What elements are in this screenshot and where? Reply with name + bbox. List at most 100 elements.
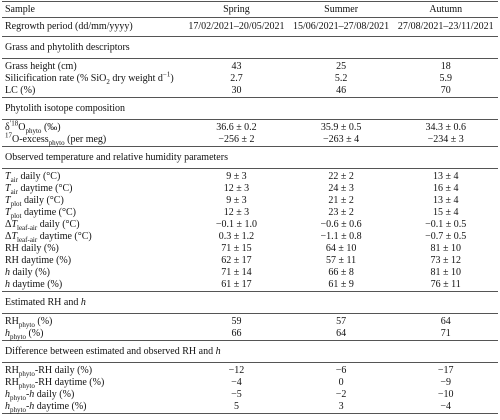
cell-value: −0.1 ± 0.5 (425, 219, 467, 230)
section-title: Difference between estimated and observe… (2, 340, 498, 363)
cell-value: 0.3 ± 1.2 (218, 231, 255, 242)
row-label: δ′18Ophyto (‰) (2, 120, 184, 135)
cell-value: 13 ± 4 (432, 171, 459, 182)
cell-value: 13 ± 4 (432, 195, 459, 206)
text-run: daytime (°C) (17, 183, 73, 194)
data-row: Silicification rate (% SiO2 dry weight d… (2, 70, 498, 86)
superscript: −1 (162, 70, 171, 79)
text-run: Δ (5, 231, 12, 242)
subscript: 2 (106, 78, 110, 86)
row-label: LC (%) (2, 85, 184, 98)
row-label: RHphyto-RH daytime (%) (2, 377, 184, 390)
italic-symbol: T (5, 207, 11, 218)
cell-value: 18 (440, 61, 451, 72)
subscript: phyto (25, 127, 42, 135)
data-row: RH daily (%) 71 ± 15 64 ± 10 81 ± 10 (2, 243, 498, 255)
data-row: RH daytime (%) 62 ± 17 57 ± 11 73 ± 12 (2, 255, 498, 267)
row-label: hphyto (%) (2, 328, 184, 341)
text-run: (%) (34, 316, 53, 327)
data-row: Regrowth period (dd/mm/yyyy) 17/02/2021–2… (2, 18, 498, 37)
text-run: RH daytime (%) (5, 255, 72, 266)
row-label: h daytime (%) (2, 279, 184, 292)
column-header: Autumn (429, 3, 463, 15)
row-label: ΔTleaf-air daily (°C) (2, 219, 184, 232)
data-row: RHphyto-RH daytime (%) −4 0 −9 (2, 377, 498, 390)
section-row: Difference between estimated and observe… (2, 340, 498, 363)
italic-symbol: T (11, 231, 17, 242)
cell-value: 64 (336, 328, 347, 339)
superscript: 17 (5, 131, 12, 140)
text-run: RH (5, 365, 19, 376)
text-run: daily (%) (10, 267, 51, 278)
text-run: daily (%) (34, 389, 75, 400)
text-run: daytime (°C) (37, 231, 92, 242)
text-run: dry weight d (109, 73, 163, 84)
cell-value: 17/02/2021–20/05/2021 (188, 21, 285, 32)
section-row: Grass and phytolith descriptors (2, 36, 498, 59)
text-run: LC (%) (5, 85, 36, 96)
subscript: leaf-air (17, 224, 38, 232)
cell-value: −1.1 ± 0.8 (320, 231, 362, 242)
italic-symbol: h (5, 389, 10, 400)
cell-value: 9 ± 3 (226, 195, 247, 206)
cell-value: −5 (231, 389, 242, 400)
cell-value: 70 (440, 85, 451, 96)
row-label: hphyto-h daytime (%) (2, 401, 184, 414)
subscript: phyto (10, 406, 26, 414)
cell-value: 61 ± 17 (221, 279, 252, 290)
italic-symbol: h (215, 345, 221, 357)
cell-value: 0 (338, 377, 344, 388)
data-table: Sample Spring Summer Autumn Regrowth period… (2, 1, 498, 414)
data-row: hphyto-h daytime (%) 5 3 −4 (2, 401, 498, 414)
data-row: Tair daily (°C) 9 ± 3 22 ± 2 13 ± 4 (2, 169, 498, 184)
text-run: -RH daily (%) (34, 365, 93, 376)
cell-value: 81 ± 10 (430, 267, 461, 278)
cell-value: 21 ± 2 (328, 195, 354, 206)
text-run: - (25, 401, 30, 412)
cell-value: 9 ± 3 (226, 171, 247, 182)
data-row: hphyto-h daily (%) −5 −2 −10 (2, 389, 498, 402)
cell-value: 15 ± 4 (432, 207, 459, 218)
text-run: daily (°C) (21, 195, 64, 206)
cell-value: −2 (335, 389, 347, 400)
column-header: Sample (5, 3, 35, 15)
data-row: RHphyto-RH daily (%) −12 −6 −17 (2, 363, 498, 378)
cell-value: 71 ± 15 (221, 243, 252, 254)
data-row: Tair daytime (°C) 12 ± 3 24 ± 3 16 ± 4 (2, 183, 498, 196)
cell-value: 2.7 (230, 73, 243, 84)
cell-value: 30 (231, 85, 242, 96)
section-title: Grass and phytolith descriptors (2, 36, 498, 59)
table-body: Regrowth period (dd/mm/yyyy) 17/02/2021–2… (2, 18, 498, 414)
text-run: Estimated RH and (5, 296, 81, 308)
cell-value: 23 ± 2 (328, 207, 354, 218)
italic-symbol: T (11, 219, 17, 230)
cell-value: 22 ± 2 (328, 171, 354, 182)
cell-value: 36.6 ± 0.2 (216, 122, 257, 133)
subscript: phyto (18, 370, 35, 378)
subscript: air (10, 176, 18, 184)
data-row: hphyto (%) 66 64 71 (2, 328, 498, 341)
text-run: O-excess (12, 134, 49, 145)
column-header: Summer (324, 3, 359, 15)
cell-value: 16 ± 4 (432, 183, 459, 194)
cell-value: 66 ± 8 (328, 267, 354, 278)
cell-value: 24 ± 3 (328, 183, 354, 194)
text-run: ) (170, 73, 174, 84)
cell-value: 25 (336, 61, 347, 72)
cell-value: 81 ± 10 (430, 243, 461, 254)
row-label: ΔTleaf-air daytime (°C) (2, 231, 184, 244)
text-run: Δ (5, 219, 12, 230)
cell-value: 34.3 ± 0.6 (425, 122, 466, 133)
cell-value: 5.9 (439, 73, 452, 84)
row-label: Silicification rate (% SiO2 dry weight d… (2, 70, 184, 86)
text-run: RH daily (%) (5, 243, 59, 254)
header-row: Sample Spring Summer Autumn (2, 2, 498, 18)
cell-value: −0.1 ± 1.0 (215, 219, 257, 230)
cell-value: −6 (335, 365, 347, 376)
row-label: Tair daily (°C) (2, 169, 184, 184)
cell-value: 76 ± 11 (430, 279, 461, 290)
cell-value: −263 ± 4 (323, 134, 360, 145)
data-row: h daily (%) 71 ± 14 66 ± 8 81 ± 10 (2, 267, 498, 279)
text-run: Observed temperature and relative humidi… (5, 151, 228, 163)
cell-value: 46 (336, 85, 347, 96)
